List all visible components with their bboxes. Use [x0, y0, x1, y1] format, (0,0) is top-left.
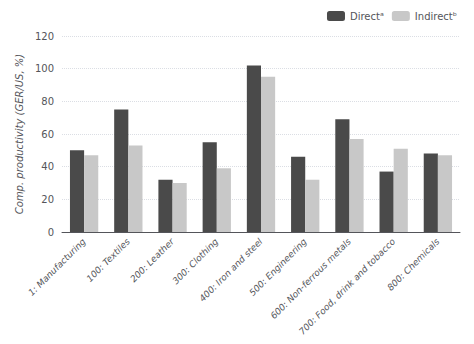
svg-text:Directᵃ: Directᵃ [350, 11, 384, 22]
svg-text:700: Food, drink and tobacco: 700: Food, drink and tobacco [297, 236, 397, 336]
svg-text:300: Clothing: 300: Clothing [171, 236, 221, 286]
svg-text:100: Textiles: 100: Textiles [85, 236, 133, 284]
svg-text:120: 120 [35, 31, 54, 42]
svg-text:Comp. productivity (GER/US, %): Comp. productivity (GER/US, %) [14, 54, 25, 214]
svg-text:20: 20 [41, 194, 54, 205]
svg-text:Indirectᵇ: Indirectᵇ [415, 11, 457, 22]
svg-text:60: 60 [41, 129, 54, 140]
svg-text:800: Chemicals: 800: Chemicals [385, 236, 441, 292]
svg-text:80: 80 [41, 96, 54, 107]
svg-text:400: Iron and steel: 400: Iron and steel [197, 236, 265, 304]
svg-text:40: 40 [41, 161, 54, 172]
svg-text:1: Manufacturing: 1: Manufacturing [26, 236, 87, 297]
svg-text:600: Non-ferrous metals: 600: Non-ferrous metals [268, 236, 353, 321]
svg-text:500: Engineering: 500: Engineering [247, 236, 309, 298]
svg-text:0: 0 [48, 227, 54, 238]
svg-text:100: 100 [35, 63, 54, 74]
svg-text:200: Leather: 200: Leather [128, 236, 177, 285]
